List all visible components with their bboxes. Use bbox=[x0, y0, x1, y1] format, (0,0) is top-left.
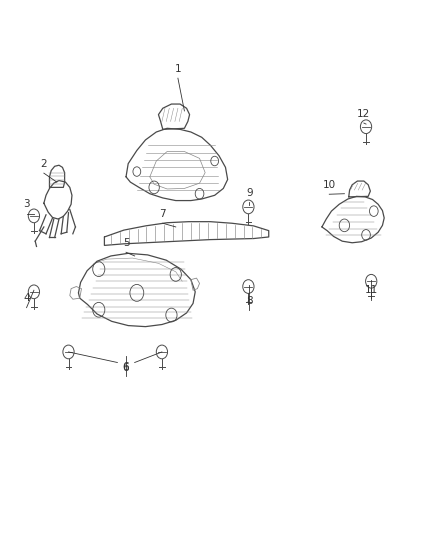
Text: 7: 7 bbox=[159, 209, 166, 219]
Text: 2: 2 bbox=[41, 159, 47, 168]
Text: 10: 10 bbox=[323, 180, 336, 190]
Text: 6: 6 bbox=[123, 363, 129, 373]
Text: 8: 8 bbox=[246, 296, 253, 306]
Text: 5: 5 bbox=[123, 238, 129, 248]
Text: 3: 3 bbox=[23, 199, 30, 209]
Text: 11: 11 bbox=[364, 285, 378, 295]
Text: 1: 1 bbox=[175, 64, 181, 74]
Text: 12: 12 bbox=[357, 109, 371, 118]
Text: 6: 6 bbox=[123, 362, 129, 372]
Text: 4: 4 bbox=[23, 293, 30, 303]
Text: 9: 9 bbox=[246, 188, 253, 198]
